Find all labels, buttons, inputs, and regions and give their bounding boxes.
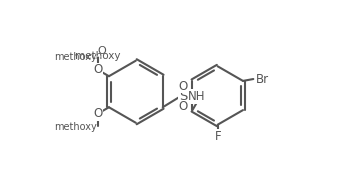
Text: methoxy: methoxy (54, 52, 97, 62)
Text: O: O (97, 56, 98, 57)
Text: methoxy: methoxy (75, 51, 120, 62)
Text: O: O (93, 107, 102, 120)
Text: methoxy: methoxy (54, 122, 97, 132)
Text: F: F (214, 130, 221, 143)
Text: methoxy: methoxy (97, 56, 104, 57)
Text: O: O (93, 63, 102, 76)
Text: O: O (178, 100, 188, 113)
Text: O: O (178, 80, 188, 93)
Text: methoxy: methoxy (94, 56, 101, 57)
Text: Br: Br (256, 73, 269, 86)
Text: S: S (179, 90, 187, 103)
Text: NH: NH (188, 90, 206, 103)
Text: O: O (97, 46, 106, 56)
